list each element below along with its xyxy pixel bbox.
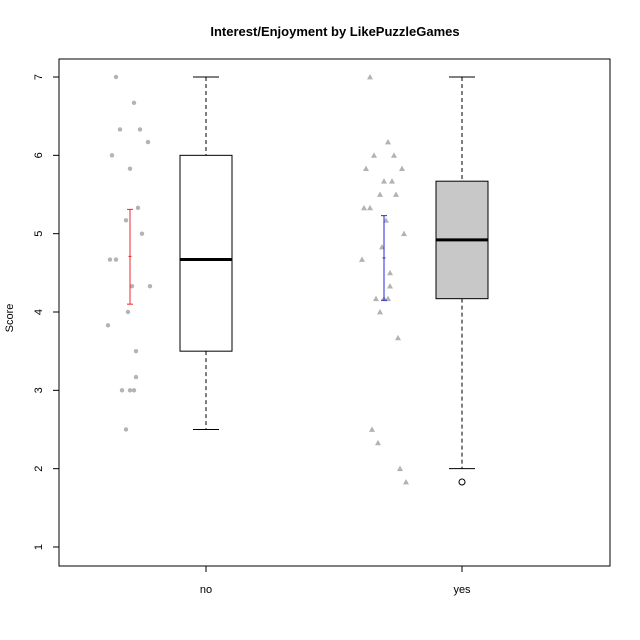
jitter-point (393, 191, 399, 197)
jitter-point (395, 334, 401, 341)
jitter-point (375, 439, 381, 446)
jitter-point (367, 204, 373, 211)
y-tick-label: 2 (33, 466, 45, 472)
jitter-point (385, 295, 391, 302)
jitter-point (131, 388, 137, 393)
jitter-point (385, 139, 391, 145)
jitter-point (113, 74, 119, 80)
jitter-point (373, 295, 379, 302)
y-tick-label: 1 (33, 544, 45, 550)
jitter-point (403, 478, 409, 485)
chart-title: Interest/Enjoyment by LikePuzzleGames (210, 24, 459, 39)
jitter-point (137, 127, 143, 132)
jitter-point (109, 153, 115, 158)
jitter-point (359, 256, 365, 262)
jitter-point (129, 283, 135, 289)
jitter-point (397, 465, 403, 472)
jitter-point (391, 152, 397, 158)
jitter-point (127, 166, 133, 171)
jitter-point (119, 388, 125, 393)
y-tick-label: 4 (33, 309, 45, 315)
jitter-point (125, 309, 131, 315)
y-tick-label: 6 (33, 152, 45, 158)
jitter-point (401, 230, 407, 237)
jitter-point (399, 165, 405, 172)
jitter-point (117, 127, 123, 132)
outlier-point (458, 478, 466, 486)
jitter-point (377, 191, 383, 197)
jitter-point (147, 283, 153, 289)
y-axis-title: Score (4, 304, 16, 333)
jitter-point (135, 205, 141, 211)
y-tick-label: 3 (33, 387, 45, 393)
jitter-point (107, 257, 113, 262)
jitter-point (367, 74, 373, 80)
plot-frame (58, 58, 611, 567)
plot-area: 1 2 3 4 5 6 7 no yes (33, 58, 611, 596)
jitter-point (387, 283, 393, 289)
y-tick-label: 5 (33, 231, 45, 237)
jitter-point (133, 348, 139, 354)
y-tick-label: 7 (33, 74, 45, 80)
jitter-point (369, 426, 375, 432)
jitter-point (361, 204, 367, 211)
jitter-point (123, 427, 129, 432)
jitter-point (363, 165, 369, 172)
x-tick-label: yes (453, 584, 471, 596)
jitter-point (133, 374, 139, 380)
jitter-point (381, 178, 387, 184)
jitter-point (105, 323, 111, 328)
jitter-point (127, 388, 133, 393)
jitter-point (389, 178, 395, 184)
jitter-point (139, 231, 145, 236)
box (179, 154, 233, 352)
jitter-point (123, 218, 129, 223)
jitter-point (113, 257, 119, 262)
jitter-point (371, 152, 377, 158)
jitter-point (131, 100, 137, 106)
x-tick-label: no (200, 584, 212, 596)
jitter-point (377, 309, 383, 315)
jitter-point (145, 139, 151, 145)
jitter-point (387, 269, 393, 276)
